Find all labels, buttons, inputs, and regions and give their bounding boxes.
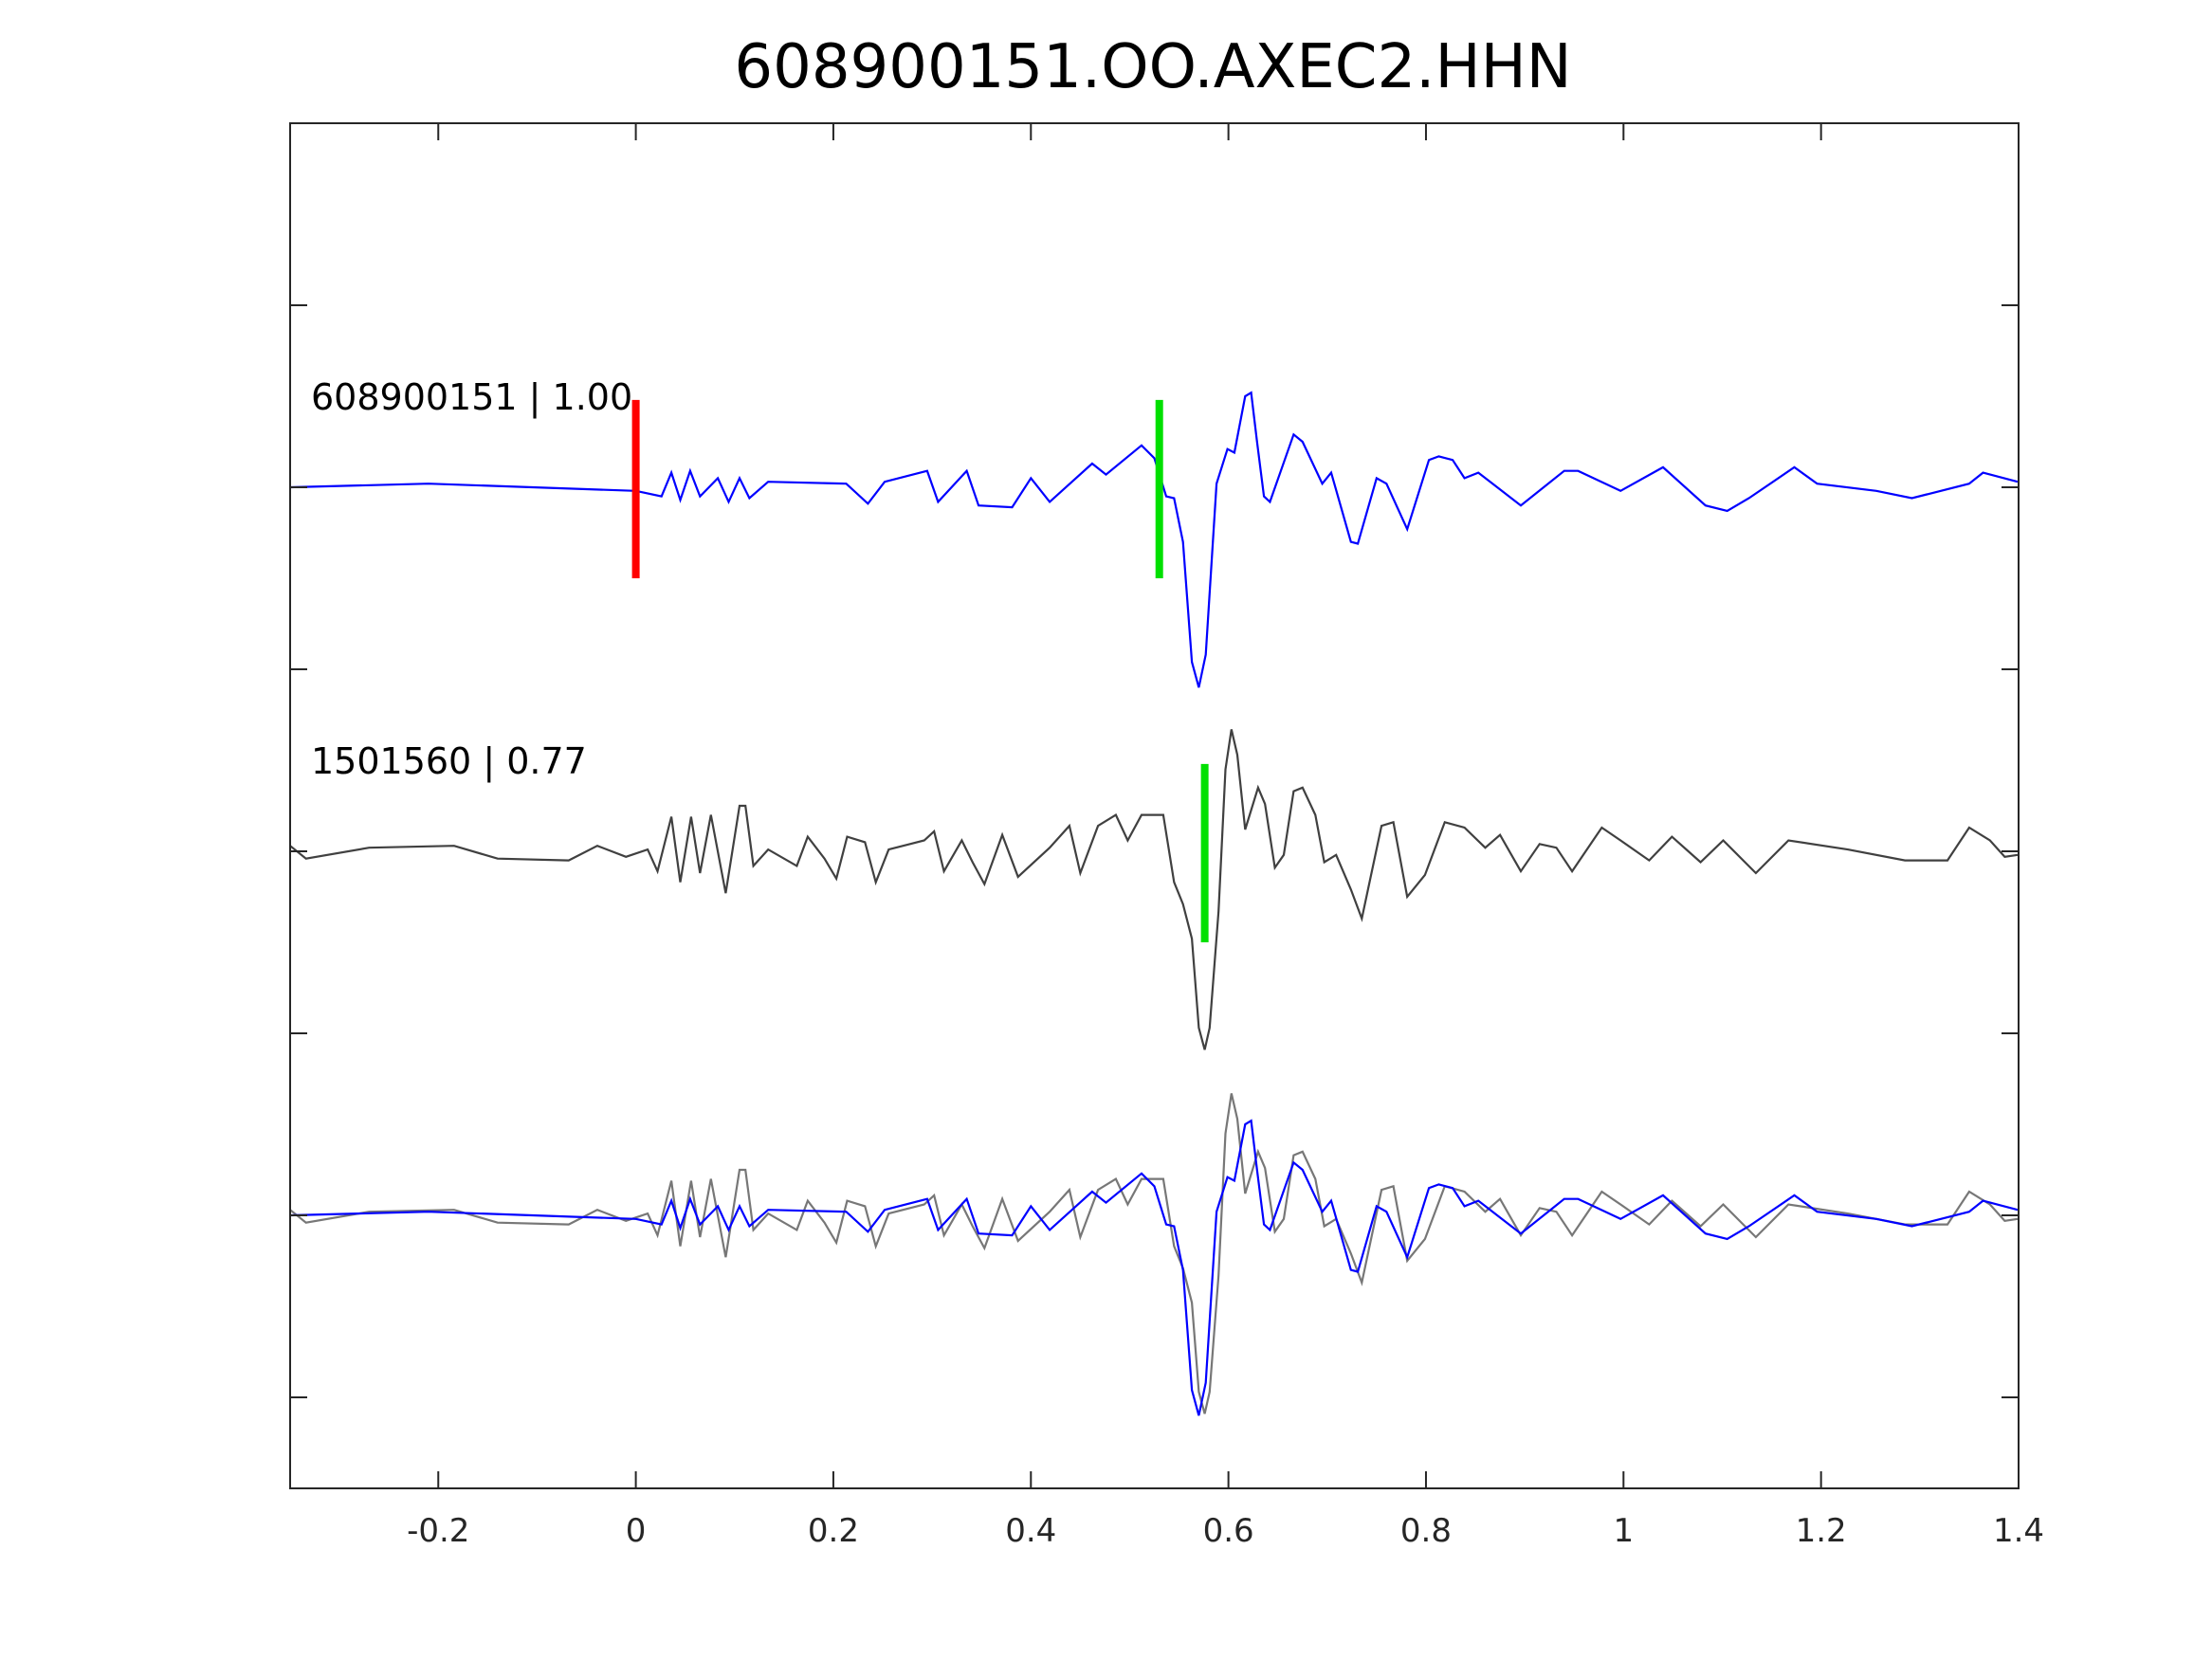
- axes-box: [289, 122, 2020, 1489]
- traces: [289, 391, 2019, 1416]
- chart-title: 608900151.OO.AXEC2.HHN: [734, 32, 1571, 102]
- x-tick-label: 0.2: [808, 1512, 859, 1550]
- trace-1501560: [289, 729, 2019, 1050]
- x-tick-label: -0.2: [407, 1512, 469, 1550]
- x-tick-label: 0.4: [1005, 1512, 1056, 1550]
- x-tick-label: 0.6: [1203, 1512, 1254, 1550]
- picks: [631, 399, 1209, 942]
- x-tick-label: 1.2: [1796, 1512, 1847, 1550]
- trace-608900151: [289, 391, 2019, 688]
- trace-label-2: 1501560 | 0.77: [311, 740, 587, 783]
- trace-label-1: 608900151 | 1.00: [311, 376, 632, 419]
- x-tick-label: 0: [626, 1512, 647, 1550]
- overlay-trace-608900151: [289, 1119, 2019, 1416]
- plot-area: [290, 123, 2019, 1488]
- x-tick-label: 1.4: [1993, 1512, 2044, 1550]
- x-tick-label: 0.8: [1400, 1512, 1452, 1550]
- x-tick-label: 1: [1613, 1512, 1634, 1550]
- axes: -0.2 0 0.2 0.4 0.6 0.8 1 1.2 1.4: [289, 122, 2044, 1550]
